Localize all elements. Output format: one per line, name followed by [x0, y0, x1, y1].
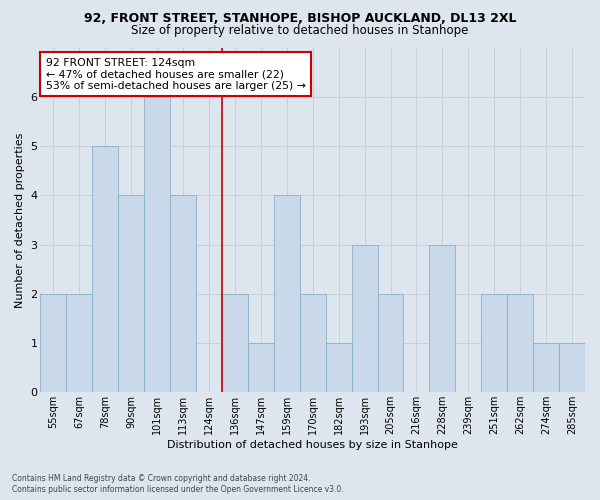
- Bar: [40, 294, 67, 392]
- Text: 92, FRONT STREET, STANHOPE, BISHOP AUCKLAND, DL13 2XL: 92, FRONT STREET, STANHOPE, BISHOP AUCKL…: [84, 12, 516, 26]
- Bar: [67, 294, 92, 392]
- X-axis label: Distribution of detached houses by size in Stanhope: Distribution of detached houses by size …: [167, 440, 458, 450]
- Bar: [170, 196, 196, 392]
- Bar: [377, 294, 403, 392]
- Bar: [481, 294, 507, 392]
- Bar: [533, 343, 559, 392]
- Text: Size of property relative to detached houses in Stanhope: Size of property relative to detached ho…: [131, 24, 469, 37]
- Bar: [222, 294, 248, 392]
- Text: 92 FRONT STREET: 124sqm
← 47% of detached houses are smaller (22)
53% of semi-de: 92 FRONT STREET: 124sqm ← 47% of detache…: [46, 58, 306, 91]
- Bar: [248, 343, 274, 392]
- Text: Contains HM Land Registry data © Crown copyright and database right 2024.
Contai: Contains HM Land Registry data © Crown c…: [12, 474, 344, 494]
- Bar: [352, 244, 377, 392]
- Bar: [92, 146, 118, 392]
- Bar: [274, 196, 300, 392]
- Y-axis label: Number of detached properties: Number of detached properties: [15, 132, 25, 308]
- Bar: [559, 343, 585, 392]
- Bar: [144, 97, 170, 392]
- Bar: [326, 343, 352, 392]
- Bar: [300, 294, 326, 392]
- Bar: [507, 294, 533, 392]
- Bar: [118, 196, 144, 392]
- Bar: [430, 244, 455, 392]
